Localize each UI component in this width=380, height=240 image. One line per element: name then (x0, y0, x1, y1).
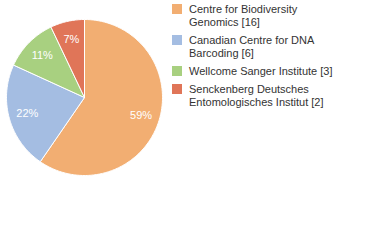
html-text:Centre for Biodiversity Genomi: Centre for Biodiversity Genomics [16] (189, 3, 298, 28)
html-text:Canadian Centre for DNA Barcod: Canadian Centre for DNA Barcoding [6] (189, 34, 314, 59)
svg-text:59%: 59% (130, 109, 152, 121)
svg-text:22%: 22% (16, 107, 38, 119)
html-text:Senckenberg Deutsches Entomolo: Senckenberg Deutsches Entomologisches In… (189, 83, 324, 108)
svg-text:11%: 11% (32, 49, 53, 61)
html-text:Wellcome Sanger Institute [3]: Wellcome Sanger Institute [3] (189, 65, 333, 77)
svg-text:7%: 7% (63, 33, 79, 45)
